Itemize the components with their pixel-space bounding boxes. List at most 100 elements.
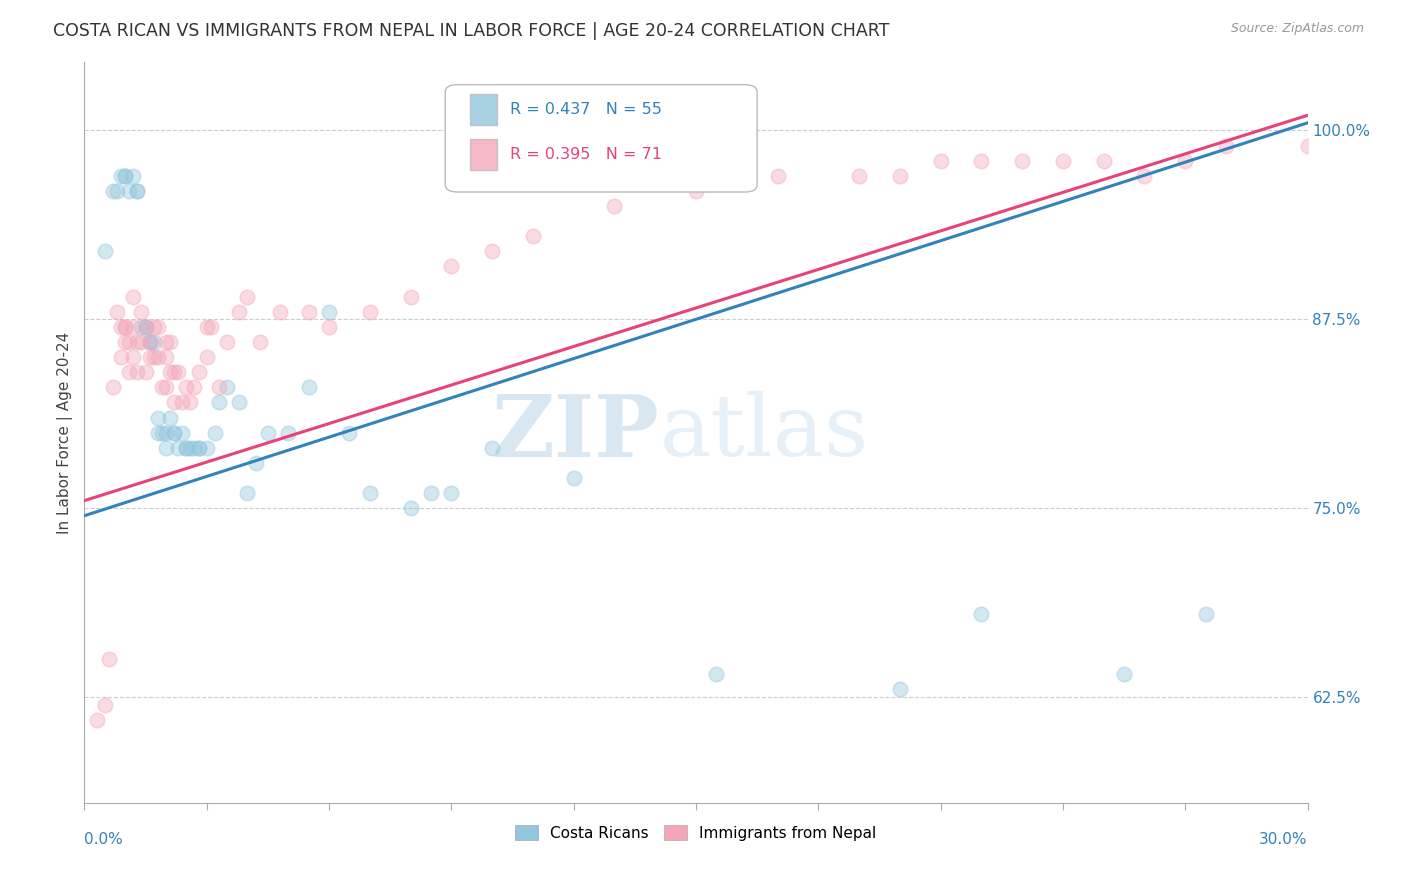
Point bbox=[135, 319, 157, 334]
Point bbox=[706, 667, 728, 681]
Point bbox=[163, 425, 186, 440]
Point bbox=[1052, 153, 1074, 168]
Point bbox=[318, 319, 340, 334]
Point bbox=[298, 380, 321, 394]
Point bbox=[420, 486, 443, 500]
Point bbox=[86, 713, 108, 727]
Point bbox=[481, 441, 503, 455]
Point bbox=[142, 319, 165, 334]
Point bbox=[685, 184, 707, 198]
Point bbox=[183, 441, 205, 455]
Point bbox=[146, 425, 169, 440]
Point bbox=[208, 380, 231, 394]
Point bbox=[122, 290, 145, 304]
Point bbox=[172, 425, 194, 440]
Point bbox=[970, 153, 993, 168]
Point bbox=[195, 350, 218, 364]
Point bbox=[179, 395, 201, 409]
Point bbox=[269, 304, 291, 318]
Point bbox=[131, 334, 153, 349]
Point bbox=[135, 319, 157, 334]
Point bbox=[183, 380, 205, 394]
Text: R = 0.437   N = 55: R = 0.437 N = 55 bbox=[510, 103, 662, 118]
Point bbox=[110, 350, 132, 364]
Point bbox=[217, 334, 239, 349]
Point bbox=[138, 350, 160, 364]
Point bbox=[889, 682, 911, 697]
Point bbox=[127, 184, 149, 198]
Point bbox=[114, 169, 136, 183]
Point bbox=[146, 350, 169, 364]
Point bbox=[481, 244, 503, 259]
Point bbox=[848, 169, 870, 183]
FancyBboxPatch shape bbox=[446, 85, 758, 192]
Point bbox=[399, 290, 422, 304]
Point bbox=[122, 350, 145, 364]
Point bbox=[127, 184, 149, 198]
Point bbox=[399, 501, 422, 516]
Point bbox=[142, 334, 165, 349]
Point bbox=[118, 184, 141, 198]
Y-axis label: In Labor Force | Age 20-24: In Labor Force | Age 20-24 bbox=[58, 332, 73, 533]
Point bbox=[1215, 138, 1237, 153]
FancyBboxPatch shape bbox=[470, 138, 496, 169]
Point bbox=[110, 169, 132, 183]
Point bbox=[122, 169, 145, 183]
Point bbox=[277, 425, 299, 440]
Point bbox=[187, 365, 209, 379]
Point bbox=[195, 441, 218, 455]
Point bbox=[257, 425, 280, 440]
Point bbox=[440, 260, 463, 274]
Point bbox=[93, 244, 115, 259]
Point bbox=[440, 486, 463, 500]
Point bbox=[228, 395, 250, 409]
Point bbox=[1092, 153, 1115, 168]
Point bbox=[114, 319, 136, 334]
Point bbox=[122, 319, 145, 334]
Point bbox=[217, 380, 239, 394]
Point bbox=[93, 698, 115, 712]
Point bbox=[114, 334, 136, 349]
Point bbox=[298, 304, 321, 318]
Point bbox=[889, 169, 911, 183]
Point bbox=[167, 365, 190, 379]
Point bbox=[1133, 169, 1156, 183]
Text: ZIP: ZIP bbox=[492, 391, 659, 475]
Text: 30.0%: 30.0% bbox=[1260, 832, 1308, 847]
Point bbox=[155, 380, 177, 394]
Point bbox=[131, 304, 153, 318]
Point bbox=[114, 169, 136, 183]
Point bbox=[603, 199, 626, 213]
Text: Source: ZipAtlas.com: Source: ZipAtlas.com bbox=[1230, 22, 1364, 36]
Point bbox=[155, 334, 177, 349]
Point bbox=[101, 380, 124, 394]
Point bbox=[766, 169, 789, 183]
Point bbox=[105, 304, 128, 318]
Point bbox=[110, 319, 132, 334]
Text: 0.0%: 0.0% bbox=[84, 832, 124, 847]
Point bbox=[127, 334, 149, 349]
Point bbox=[150, 380, 173, 394]
Legend: Costa Ricans, Immigrants from Nepal: Costa Ricans, Immigrants from Nepal bbox=[509, 819, 883, 847]
Point bbox=[236, 486, 259, 500]
Point bbox=[167, 441, 190, 455]
Point bbox=[187, 441, 209, 455]
Point bbox=[135, 365, 157, 379]
Point bbox=[159, 334, 181, 349]
Point bbox=[1114, 667, 1136, 681]
Point bbox=[118, 334, 141, 349]
Point bbox=[127, 365, 149, 379]
Point bbox=[155, 350, 177, 364]
Point bbox=[522, 229, 544, 244]
Point bbox=[187, 441, 209, 455]
Point bbox=[318, 304, 340, 318]
Point bbox=[146, 410, 169, 425]
Point bbox=[359, 486, 381, 500]
Point bbox=[204, 425, 226, 440]
Point bbox=[236, 290, 259, 304]
Text: R = 0.395   N = 71: R = 0.395 N = 71 bbox=[510, 147, 662, 161]
Point bbox=[179, 441, 201, 455]
Point bbox=[118, 365, 141, 379]
Point bbox=[150, 425, 173, 440]
Point bbox=[155, 425, 177, 440]
